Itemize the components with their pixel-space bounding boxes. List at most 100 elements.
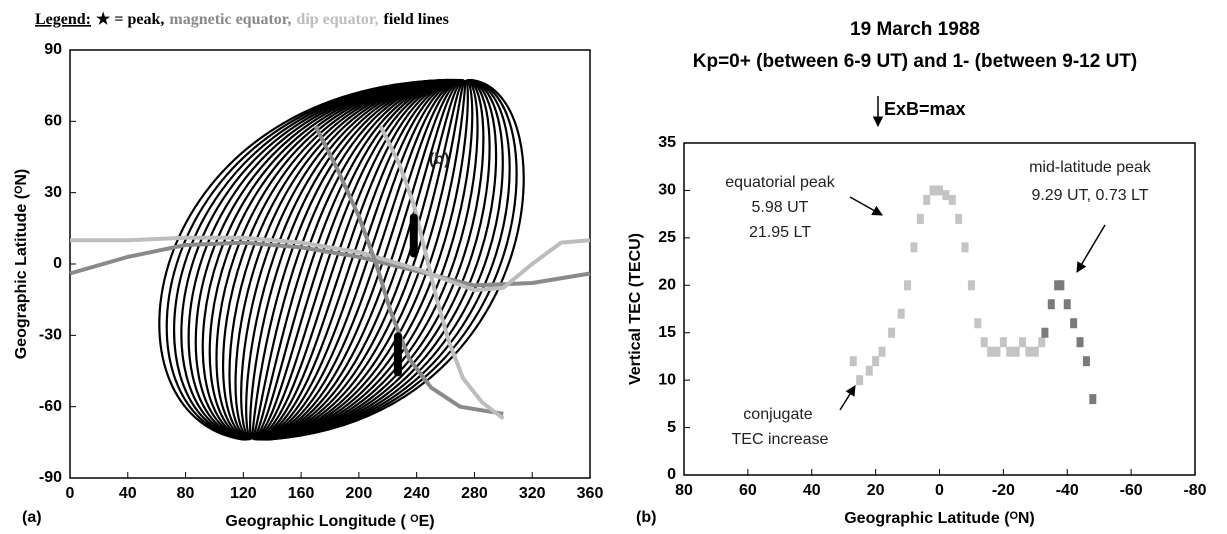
panel-label: (a) <box>22 509 42 526</box>
field-line <box>263 79 474 441</box>
point <box>955 213 963 224</box>
y-tick-label: -60 <box>39 398 62 415</box>
series-line <box>378 125 505 421</box>
field-line <box>194 78 449 441</box>
field-line <box>264 78 485 441</box>
field-line <box>267 78 511 441</box>
point <box>865 365 873 376</box>
panel-label: (b) <box>636 509 656 526</box>
y-tick-label: -90 <box>39 469 62 486</box>
marker-text: ExB=max <box>884 99 966 119</box>
annotation: (b) <box>429 151 449 168</box>
legend-item: dip equator, <box>296 11 378 28</box>
field-line <box>249 78 455 440</box>
field-line <box>267 78 518 441</box>
point <box>948 194 956 205</box>
arrow <box>839 385 856 411</box>
point <box>1082 356 1090 367</box>
point <box>1089 394 1097 405</box>
x-tick-label: 0 <box>935 482 944 499</box>
point <box>961 242 969 253</box>
x-tick-label: 200 <box>346 485 373 502</box>
field-line <box>266 78 498 441</box>
annotation: 21.95 LT <box>749 224 811 241</box>
annotation: 9.29 UT, 0.73 LT <box>1031 187 1148 204</box>
y-tick-label: 25 <box>658 229 676 246</box>
x-tick-label: -60 <box>1120 482 1143 499</box>
annotation: equatorial peak <box>725 174 835 191</box>
point <box>967 280 975 291</box>
point <box>993 346 1001 357</box>
point <box>1047 299 1055 310</box>
field-line <box>263 79 469 441</box>
field-line <box>201 78 450 441</box>
point <box>1063 299 1071 310</box>
field-line <box>240 78 453 441</box>
point <box>916 213 924 224</box>
field-line <box>258 78 462 441</box>
y-tick-label: 35 <box>658 134 676 151</box>
y-tick-label: 60 <box>44 113 62 130</box>
field-line <box>251 78 455 440</box>
field-line <box>262 79 467 441</box>
y-tick-label: 10 <box>658 371 676 388</box>
point <box>1076 337 1084 348</box>
x-axis-label: Geographic Latitude (ᴼN) <box>844 510 1035 527</box>
x-tick-label: 0 <box>66 485 75 502</box>
field-line <box>260 78 465 441</box>
point <box>999 337 1007 348</box>
x-tick-label: -20 <box>992 482 1015 499</box>
x-tick-label: 80 <box>675 482 693 499</box>
x-tick-label: 240 <box>403 485 430 502</box>
field-line <box>260 78 464 441</box>
point <box>1006 346 1014 357</box>
field-line <box>268 78 525 441</box>
legend: Legend: ★ = peak, magnetic equator, dip equ… <box>35 11 449 28</box>
field-line <box>255 78 459 441</box>
point <box>1012 346 1020 357</box>
point <box>987 346 995 357</box>
point <box>929 185 937 196</box>
field-line <box>187 78 449 441</box>
y-tick-label: 30 <box>44 184 62 201</box>
point <box>1041 327 1049 338</box>
annotation: 5.98 UT <box>752 199 809 216</box>
x-tick-label: 40 <box>119 485 137 502</box>
annotation: TEC increase <box>732 431 829 448</box>
point <box>1070 318 1078 329</box>
x-tick-label: -80 <box>1183 482 1206 499</box>
point <box>1031 346 1039 357</box>
annotation-arrows <box>839 96 1106 411</box>
point <box>1025 346 1033 357</box>
x-tick-label: 360 <box>577 485 604 502</box>
x-tick-label: 20 <box>867 482 885 499</box>
x-tick-label: 40 <box>803 482 821 499</box>
legend-item: magnetic equator, <box>169 11 291 28</box>
y-tick-label: 20 <box>658 277 676 294</box>
point <box>923 194 931 205</box>
x-tick-label: 60 <box>739 482 757 499</box>
point <box>849 356 857 367</box>
y-tick-label: -30 <box>39 327 62 344</box>
x-tick-label: 120 <box>230 485 257 502</box>
field-line <box>252 78 456 441</box>
x-tick-label: 280 <box>461 485 488 502</box>
point <box>904 280 912 291</box>
field-line <box>221 78 452 441</box>
field-line <box>180 78 448 441</box>
legend-title: Legend: <box>35 11 91 28</box>
point <box>942 190 950 201</box>
field-lines <box>158 78 525 441</box>
chart-title: 19 March 1988 <box>850 19 980 40</box>
x-tick-label: -40 <box>1056 482 1079 499</box>
field-line <box>234 78 453 441</box>
field-line <box>251 78 456 440</box>
y-tick-label: 0 <box>667 466 676 483</box>
point <box>974 318 982 329</box>
annotation: mid-latitude peak <box>1029 159 1152 176</box>
series-line <box>69 240 591 288</box>
point <box>936 185 943 196</box>
point <box>872 356 880 367</box>
point <box>888 327 896 338</box>
field-line <box>254 78 458 441</box>
